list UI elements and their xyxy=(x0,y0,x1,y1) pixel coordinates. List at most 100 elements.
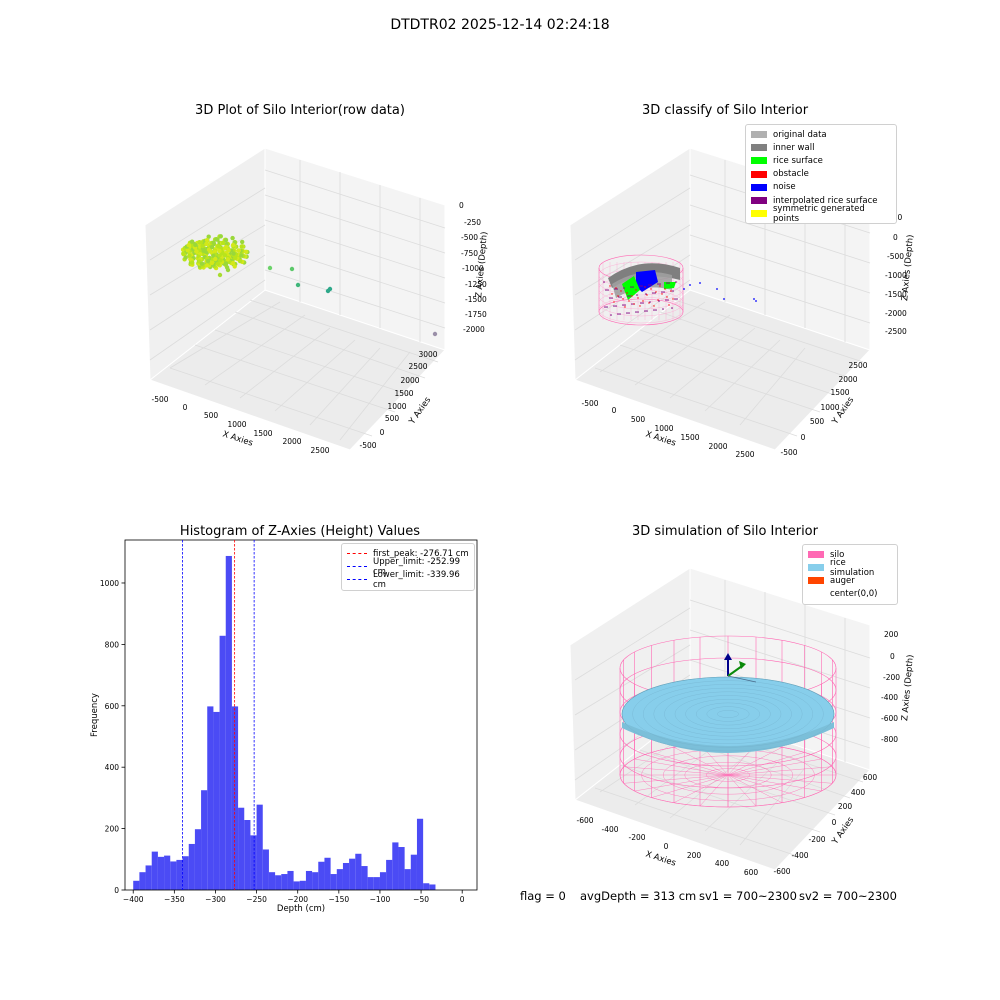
histogram-bar xyxy=(318,861,325,890)
histogram-title: Histogram of Z-Axies (Height) Values xyxy=(179,524,421,539)
raw-data-axes-gridline xyxy=(274,339,356,412)
histogram-bar xyxy=(386,859,393,890)
classify-axes-gridline xyxy=(689,264,871,324)
histogram-bar xyxy=(429,884,436,890)
simulation-legend-entry: auger xyxy=(808,574,892,587)
simulation-axes-gridline xyxy=(619,764,821,833)
raw-point xyxy=(212,249,217,254)
simulation-plot-title: 3D simulation of Silo Interior xyxy=(632,524,818,539)
rice-simulation-mesh xyxy=(664,691,792,737)
histogram-bar xyxy=(287,870,294,890)
classify-obstacle-point xyxy=(661,293,663,295)
raw-point xyxy=(183,255,188,260)
histogram-y-tick-label: 800 xyxy=(105,640,120,649)
classify-interpolated-point xyxy=(654,292,656,294)
histogram-bar xyxy=(367,877,374,890)
classify-interpolated-point xyxy=(644,310,646,312)
classify-axes-gridline xyxy=(599,301,706,373)
classify-interpolated-point xyxy=(668,282,670,284)
simulation-z-tick-label: -400 xyxy=(881,693,898,702)
classify-z-tick-label: -2500 xyxy=(885,327,907,336)
histogram-bar xyxy=(404,869,411,890)
figure-title: DTDTR02 2025-12-14 02:24:18 xyxy=(390,17,610,33)
raw-point xyxy=(225,257,230,262)
classify-noise-point xyxy=(755,300,757,302)
raw-point xyxy=(217,272,223,278)
raw-data-axes-gridline xyxy=(214,329,411,396)
raw-point xyxy=(432,331,438,337)
classify-interpolated-point xyxy=(648,284,650,286)
classify-interpolated-point xyxy=(630,286,632,288)
classify-x-tick-label: 500 xyxy=(631,415,646,424)
classify-interpolated-point xyxy=(617,313,619,315)
simulation-z-axis-label: Z Axies (Depth) xyxy=(900,654,916,721)
classify-interpolated-point xyxy=(641,285,643,287)
histogram-bar xyxy=(379,872,387,890)
classify-interpolated-point xyxy=(667,299,669,301)
raw-point xyxy=(211,240,216,245)
simulation-legend-label: silo xyxy=(830,549,845,560)
histogram-x-axis-label: Depth (cm) xyxy=(277,904,325,914)
histogram-bar xyxy=(262,849,269,890)
simulation-legend-label: auger xyxy=(830,575,855,586)
rice-simulation-mesh xyxy=(717,710,739,718)
classify-legend-swatch xyxy=(751,183,767,191)
silo-floor-spoke xyxy=(727,747,783,776)
rice-simulation-mesh xyxy=(632,680,824,748)
classify-legend-entry: interpolated rice surface xyxy=(751,194,891,207)
raw-point xyxy=(206,234,211,239)
classify-axes-gridline xyxy=(639,329,836,396)
classify-x-tick-label: 1500 xyxy=(680,433,699,442)
classify-interpolated-point xyxy=(646,310,648,312)
classify-z-tick-label: -1000 xyxy=(885,271,907,280)
simulation-legend-swatch xyxy=(808,590,824,598)
raw-point xyxy=(211,253,216,258)
classify-obstacle-point xyxy=(633,303,635,305)
silo-floor-ring xyxy=(663,755,794,795)
classify-noise-point xyxy=(683,288,685,290)
simulation-z-tick-label: 0 xyxy=(890,652,895,661)
raw-data-plot-title: 3D Plot of Silo Interior(row data) xyxy=(195,103,405,118)
classify-obstacle-point xyxy=(617,295,619,297)
classify-x-tick-label: 0 xyxy=(612,406,617,415)
classify-axes-gridline xyxy=(574,279,691,361)
histogram-bar xyxy=(410,854,417,890)
simulation-x-tick-label: 400 xyxy=(715,859,730,868)
classify-obstacle-point xyxy=(666,296,668,298)
classify-obstacle-point xyxy=(668,304,670,306)
classify-obstacle-point xyxy=(664,288,666,290)
simulation-x-tick-label: -200 xyxy=(628,833,645,842)
histogram-bar xyxy=(293,881,300,890)
classify-obstacle-point xyxy=(672,298,674,300)
histogram-x-tick-label: 0 xyxy=(460,895,465,904)
classify-interpolated-point xyxy=(636,294,638,296)
classify-plot-title: 3D classify of Silo Interior xyxy=(641,103,809,118)
classify-interpolated-point xyxy=(620,296,622,298)
classify-legend-entry: original data xyxy=(751,128,891,141)
classify-obstacle-point xyxy=(637,297,639,299)
classify-interpolated-point xyxy=(645,293,647,295)
simulation-axes-gridline xyxy=(574,644,691,716)
raw-point xyxy=(193,242,198,248)
raw-point xyxy=(327,286,333,292)
histogram-bar xyxy=(219,635,226,890)
classify-interpolated-point xyxy=(631,303,633,305)
simulation-y-tick-label: -200 xyxy=(808,835,825,844)
raw-y-tick-label: 2000 xyxy=(400,376,419,385)
classify-axes-gridline xyxy=(704,339,781,412)
classify-legend-swatch xyxy=(751,210,767,218)
classify-obstacle-point xyxy=(628,300,630,302)
raw-point xyxy=(223,261,229,266)
classify-obstacle-point xyxy=(646,294,648,296)
silo-floor-spoke xyxy=(727,774,783,803)
classify-interpolated-point xyxy=(606,306,608,308)
histogram-plot xyxy=(121,539,478,894)
silo-floor-ring xyxy=(706,768,750,782)
histogram-bar xyxy=(324,857,331,890)
silo-floor-spoke xyxy=(623,774,729,784)
raw-point xyxy=(243,249,249,254)
classify-legend-label: symmetric generated points xyxy=(773,203,865,224)
classify-obstacle-point xyxy=(611,293,613,295)
classify-axes-gridline xyxy=(594,367,798,437)
simulation-x-tick-label: -400 xyxy=(601,825,618,834)
